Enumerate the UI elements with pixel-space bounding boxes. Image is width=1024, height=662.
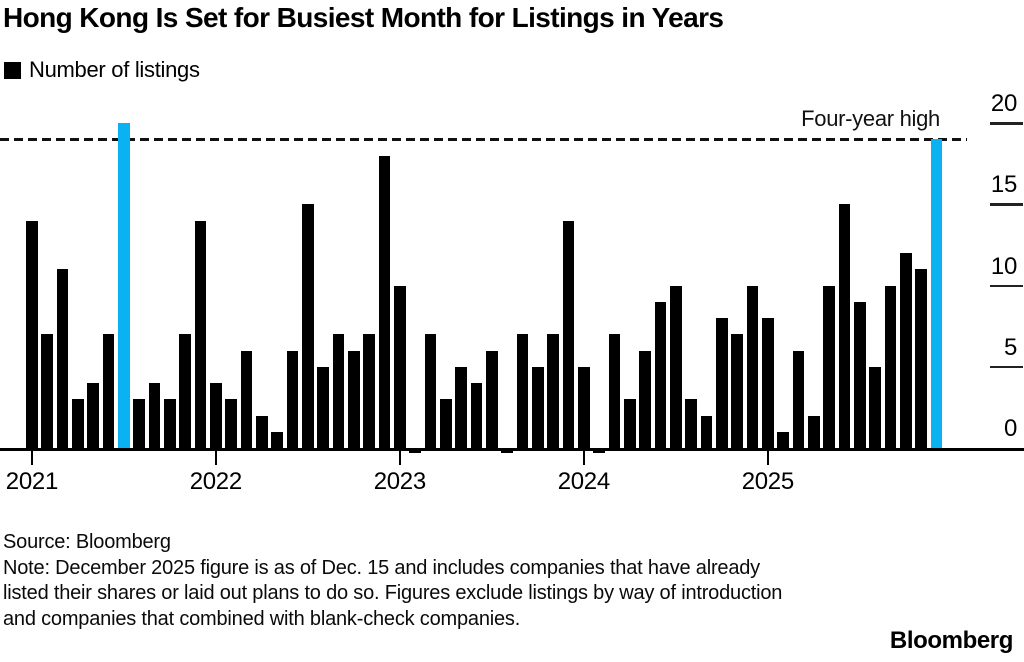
bar-2021-04 (72, 399, 84, 448)
bar-2023-01 (394, 285, 406, 448)
bar-2022-12 (378, 155, 391, 448)
bar-2025-09 (884, 285, 897, 448)
y-tick-line-10 (990, 284, 1023, 287)
bar-2023-02 (409, 448, 421, 453)
bar-2025-05 (823, 285, 835, 448)
note-text: Note: December 2025 figure is as of Dec.… (3, 556, 783, 630)
four-year-high-dashed-line (0, 137, 967, 141)
bar-2023-05 (455, 366, 467, 448)
bar-2023-07 (486, 350, 498, 448)
x-year-label-2022: 2022 (189, 468, 243, 495)
bar-2025-08 (869, 366, 881, 448)
bar-2024-12 (746, 285, 759, 448)
x-tick-2023 (398, 448, 402, 465)
bar-2022-02 (225, 399, 237, 448)
bar-2025-04 (808, 415, 820, 448)
bar-2025-07 (854, 301, 866, 448)
bar-2024-10 (716, 318, 728, 448)
footer: Source: Bloomberg Note: December 2025 fi… (3, 530, 787, 632)
bar-2021-02 (41, 334, 53, 448)
bar-2022-08 (317, 366, 329, 448)
y-tick-label-5: 5 (1003, 333, 1017, 361)
chart-title: Hong Kong Is Set for Busiest Month for L… (3, 2, 724, 33)
bar-2025-11 (915, 269, 927, 448)
bar-2024-07 (670, 285, 682, 448)
x-year-label-2025: 2025 (741, 468, 795, 495)
bar-2021-01 (26, 220, 38, 448)
legend: Number of listings (4, 57, 200, 82)
bar-2023-04 (440, 399, 452, 448)
x-tick-2022 (214, 448, 218, 465)
y-tick-label-10: 10 (990, 252, 1017, 280)
bar-2025-10 (900, 253, 912, 448)
bar-2022-09 (332, 334, 345, 448)
x-year-label-2024: 2024 (557, 468, 611, 495)
bar-2021-03 (56, 269, 69, 448)
bar-2025-02 (777, 431, 789, 448)
bar-2024-01 (578, 366, 590, 448)
bar-2021-08 (133, 399, 145, 448)
bar-2024-04 (624, 399, 636, 448)
bar-2021-10 (164, 399, 176, 448)
y-tick-label-0: 0 (1003, 415, 1017, 442)
bar-2021-06 (102, 334, 115, 448)
bar-2023-11 (547, 334, 559, 448)
x-year-label-2023: 2023 (373, 468, 427, 495)
y-tick-line-5 (990, 365, 1023, 369)
bar-2025-03 (792, 350, 805, 448)
bar-2021-07 (118, 123, 130, 448)
bar-2023-03 (424, 334, 437, 448)
bar-chart-plot: Four-year high 20 15 10 5 0 2021 2022 2023 2024 2… (0, 90, 1024, 502)
bar-2021-09 (148, 383, 161, 448)
bar-2024-02 (593, 448, 605, 453)
bar-2025-06 (838, 204, 851, 448)
source-text: Source: Bloomberg (3, 531, 171, 553)
bar-2023-12 (562, 220, 575, 448)
bar-2025-12 (930, 139, 943, 448)
bar-2021-05 (87, 383, 99, 448)
x-tick-2025 (766, 448, 770, 465)
legend-label: Number of listings (29, 57, 200, 82)
four-year-high-label: Four-year high (801, 106, 940, 131)
bar-2021-12 (194, 220, 207, 448)
bar-2022-01 (210, 383, 222, 448)
bar-2022-10 (348, 350, 360, 448)
y-tick-label-20: 20 (990, 90, 1017, 117)
y-tick-line-20 (990, 122, 1023, 125)
y-tick-line-15 (990, 203, 1023, 206)
x-tick-2021 (30, 448, 34, 465)
bar-2023-10 (532, 366, 544, 448)
y-tick-label-15: 15 (990, 171, 1017, 199)
bar-2022-11 (363, 334, 375, 448)
bar-2024-05 (639, 350, 651, 448)
bloomberg-logo: Bloomberg (889, 627, 1013, 654)
x-year-label-2021: 2021 (5, 468, 59, 495)
bar-2024-09 (700, 415, 713, 448)
bar-2023-09 (516, 334, 529, 448)
bar-2022-04 (256, 415, 268, 448)
bar-2022-05 (271, 431, 283, 448)
bar-2022-06 (286, 350, 299, 448)
x-tick-2024 (582, 448, 586, 465)
bar-2024-08 (685, 399, 697, 448)
bar-2023-08 (501, 448, 513, 453)
bar-2021-11 (179, 334, 191, 448)
bar-2024-11 (731, 334, 743, 448)
bar-2024-03 (608, 334, 621, 448)
bar-2025-01 (762, 318, 774, 448)
bar-2022-03 (240, 350, 253, 448)
bar-2023-06 (470, 383, 483, 448)
bar-2022-07 (302, 204, 314, 448)
legend-swatch-icon (4, 61, 21, 79)
bar-2024-06 (654, 301, 667, 448)
